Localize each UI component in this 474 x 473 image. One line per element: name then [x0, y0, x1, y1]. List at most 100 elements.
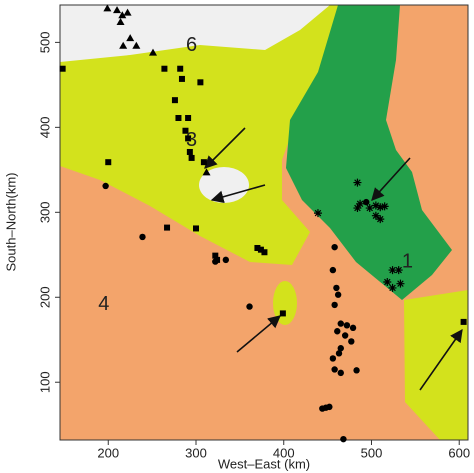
- circle-point: [337, 369, 344, 377]
- regions: [60, 5, 468, 440]
- square-point: [261, 249, 268, 256]
- x-tick-label: 300: [185, 445, 207, 460]
- y-axis-label: South–North(km): [3, 173, 18, 272]
- circle-point: [343, 322, 351, 329]
- star-point: [353, 178, 362, 187]
- x-tick-label: 200: [97, 445, 119, 460]
- circle-point: [337, 320, 344, 327]
- triangle-point: [149, 48, 158, 56]
- star-point: [383, 277, 392, 286]
- y-tick-label: 300: [37, 201, 52, 223]
- circle-point: [331, 366, 338, 373]
- circle-point: [363, 198, 370, 206]
- region-yellow: [60, 5, 345, 265]
- y-tick-label: 400: [37, 116, 52, 138]
- square-point: [197, 79, 204, 86]
- circle-point: [331, 243, 338, 251]
- region-label: 6: [186, 34, 197, 56]
- square-point: [186, 148, 193, 155]
- x-tick-label: 400: [273, 445, 295, 460]
- circle-point: [331, 301, 338, 309]
- y-tick-label: 500: [37, 32, 52, 54]
- triangle-point: [202, 168, 211, 176]
- region-white: [60, 5, 330, 62]
- square-point: [257, 246, 264, 253]
- arrow: [236, 315, 281, 353]
- triangle-point: [113, 6, 122, 14]
- circle-point: [348, 338, 355, 345]
- square-point: [460, 318, 467, 325]
- star-point: [394, 266, 403, 275]
- circle-point: [329, 266, 337, 274]
- triangle-point: [132, 41, 141, 49]
- circle-point: [333, 284, 340, 292]
- circle-point: [222, 256, 230, 264]
- square-point: [188, 154, 195, 161]
- circle-point: [334, 291, 342, 298]
- plot-frame: [59, 4, 469, 441]
- square-point: [254, 244, 261, 251]
- star-point: [353, 204, 362, 213]
- circle-point: [139, 233, 146, 241]
- square-point: [279, 310, 286, 317]
- star-point: [380, 202, 389, 211]
- star-point: [388, 283, 397, 292]
- square-point: [193, 225, 199, 232]
- x-axis-label: West–East (km): [218, 456, 310, 471]
- arrows: [204, 127, 463, 391]
- star-point: [376, 215, 385, 224]
- square-point: [59, 65, 66, 72]
- circle-point: [340, 435, 347, 443]
- circle-point: [353, 367, 360, 374]
- square-point: [177, 65, 184, 72]
- square-point: [212, 252, 219, 259]
- x-tick-label: 500: [361, 445, 383, 460]
- star-point: [356, 199, 365, 208]
- star-point: [365, 204, 374, 213]
- region-green: [286, 5, 452, 300]
- circle-point: [212, 258, 219, 265]
- arrow: [204, 127, 246, 169]
- triangle-point: [126, 34, 135, 42]
- triangle-point: [116, 17, 125, 25]
- circle-point: [334, 328, 341, 335]
- circle-point: [246, 303, 253, 310]
- square-point: [200, 159, 207, 166]
- square-point: [178, 75, 185, 82]
- square-point: [182, 127, 189, 134]
- star-point: [376, 203, 385, 212]
- star-point: [371, 201, 380, 210]
- triangle-point: [118, 11, 127, 19]
- region-label: 4: [98, 293, 109, 315]
- y-tick-label: 100: [37, 371, 52, 393]
- region-yellow-blob: [273, 281, 297, 325]
- square-point: [171, 97, 178, 104]
- star-point: [396, 279, 405, 288]
- square-point: [175, 114, 182, 121]
- circle-point: [319, 405, 326, 412]
- star-point: [371, 211, 380, 220]
- circle-point: [335, 350, 343, 357]
- circle-point: [102, 182, 109, 190]
- square-point: [105, 159, 112, 166]
- square-point: [185, 114, 192, 121]
- circle-point: [349, 324, 357, 332]
- triangle-point: [123, 8, 132, 16]
- arrow: [210, 184, 266, 204]
- circle-point: [337, 345, 344, 352]
- triangle-point: [103, 4, 112, 12]
- region-yellow-east: [404, 290, 468, 440]
- square-point: [185, 135, 192, 142]
- y-tick-label: 200: [37, 286, 52, 308]
- circle-point: [341, 332, 349, 339]
- region-label: 3: [186, 129, 197, 151]
- x-tick-label: 600: [448, 445, 470, 460]
- arrow: [419, 328, 463, 391]
- square-point: [164, 224, 171, 231]
- region-label: 1: [402, 251, 413, 273]
- triangle-point: [119, 41, 128, 49]
- star-point: [388, 266, 397, 275]
- circle-point: [329, 355, 337, 362]
- star-point: [313, 209, 322, 218]
